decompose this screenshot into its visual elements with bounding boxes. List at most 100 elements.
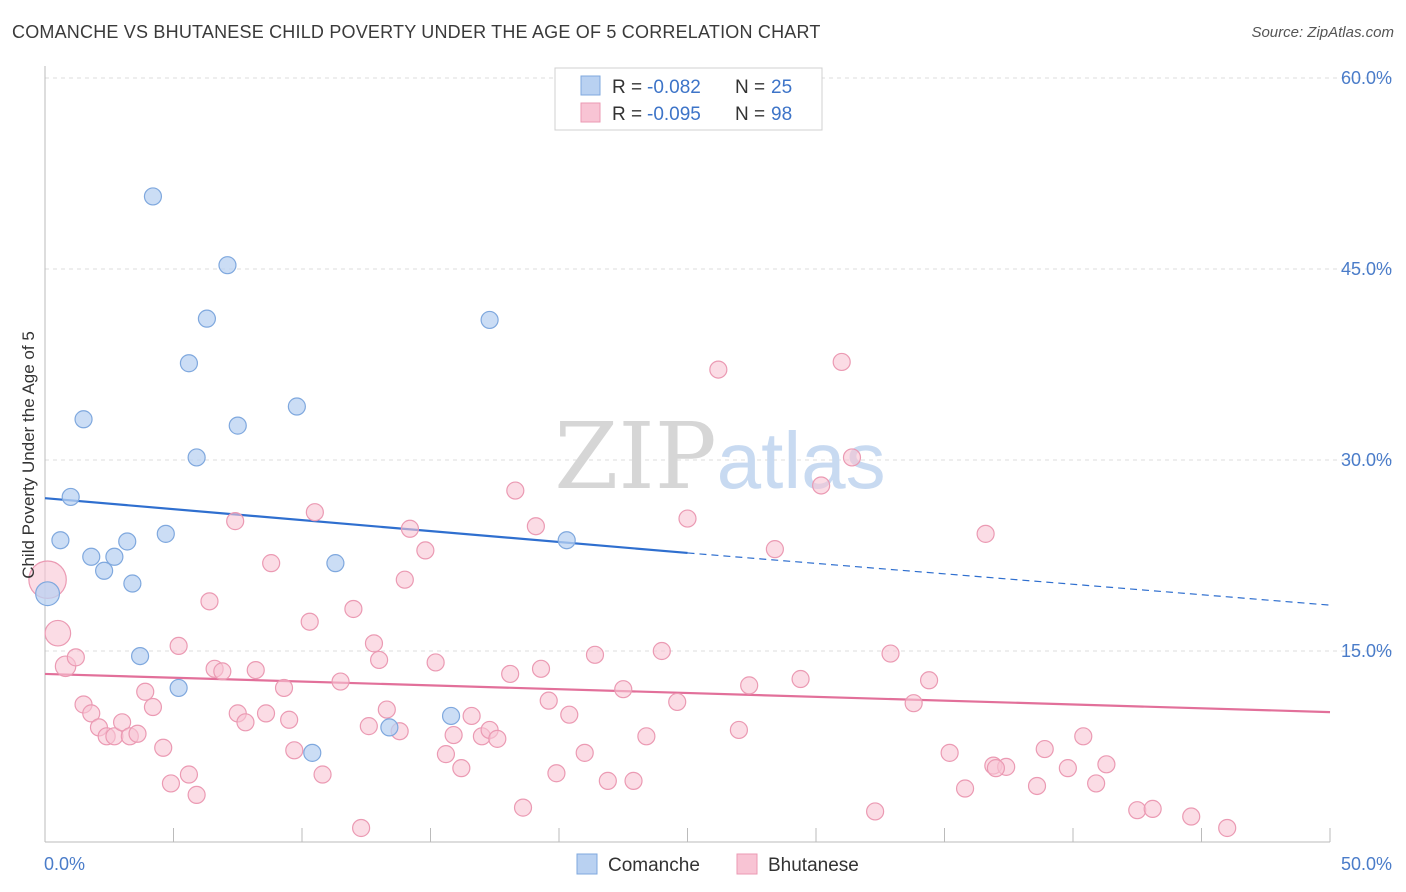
- bhutanese-point: [598, 771, 617, 790]
- bhutanese-point: [344, 599, 363, 619]
- bhutanese-point: [1035, 739, 1054, 759]
- comanche-point: [179, 354, 199, 373]
- bhutanese-point: [986, 759, 1006, 778]
- bhutanese-point: [426, 653, 445, 672]
- comanche-trend-line: [44, 497, 688, 555]
- comanche-point: [35, 581, 61, 607]
- bhutanese-point: [547, 764, 566, 783]
- comanche-point: [380, 718, 399, 737]
- comanche-point: [156, 524, 175, 543]
- comanche-point: [187, 448, 206, 467]
- bhutanese-point: [709, 360, 728, 379]
- legend-r-comanche: -0.082: [647, 77, 701, 98]
- bhutanese-point: [1087, 774, 1106, 793]
- grid: [45, 77, 1392, 652]
- bhutanese-point: [624, 771, 643, 790]
- y-tick-label: 45.0%: [1341, 259, 1392, 279]
- legend-n-label: N =: [735, 77, 765, 98]
- legend-r-label: R =: [612, 77, 642, 98]
- bhutanese-point: [506, 481, 525, 500]
- comanche-point: [218, 256, 237, 275]
- bhutanese-point: [1097, 755, 1116, 774]
- comanche-point: [287, 397, 306, 416]
- bhutanese-point: [452, 759, 471, 778]
- bhutanese-point: [112, 713, 132, 732]
- bhutanese-point: [161, 774, 181, 793]
- bhutanese-point: [585, 645, 605, 664]
- bhutanese-point: [1074, 727, 1093, 746]
- comanche-point: [123, 574, 142, 593]
- x-tick-label: 50.0%: [1341, 854, 1392, 874]
- comanche-trend-extension: [687, 552, 1331, 606]
- bhutanese-point: [143, 697, 163, 717]
- bhutanese-point: [531, 659, 551, 678]
- bhutanese-point: [128, 724, 147, 743]
- bhutanese-point: [765, 540, 784, 559]
- bottom-legend-comanche: Comanche: [608, 855, 700, 876]
- bhutanese-point: [377, 700, 396, 719]
- bhutanese-point: [940, 743, 959, 762]
- stats-legend: R = -0.082 N = 25 R = -0.095 N = 98: [554, 67, 823, 131]
- bhutanese-point: [395, 570, 414, 589]
- bhutanese-point: [274, 678, 294, 698]
- bhutanese-point: [1182, 807, 1201, 826]
- bhutanese-point: [832, 352, 851, 372]
- bhutanese-point: [154, 738, 173, 757]
- bhutanese-point: [740, 676, 759, 695]
- comanche-point: [197, 309, 217, 328]
- bottom-legend-swatch-bhutanese: [736, 853, 758, 875]
- bhutanese-point: [305, 503, 324, 522]
- legend-swatch-bhutanese: [580, 102, 601, 123]
- bhutanese-point: [370, 650, 389, 670]
- bhutanese-point: [82, 704, 101, 723]
- bhutanese-point: [280, 710, 299, 729]
- y-axis-label: Child Poverty Under the Age of 5: [19, 331, 38, 579]
- x-tick-label: 0.0%: [44, 854, 85, 874]
- bhutanese-point: [637, 727, 656, 746]
- axes: [44, 66, 1331, 843]
- bhutanese-point: [976, 524, 995, 543]
- bhutanese-point: [444, 725, 463, 745]
- bhutanese-point: [313, 765, 332, 784]
- source-label: Source: ZipAtlas.com: [1251, 24, 1394, 41]
- legend-n-label: N =: [735, 104, 765, 125]
- comanche-point: [441, 706, 461, 726]
- bhutanese-point: [513, 798, 533, 817]
- comanche-point: [95, 561, 114, 580]
- comanche-point: [557, 531, 576, 550]
- bhutanese-point: [881, 644, 900, 663]
- comanche-point: [130, 646, 150, 666]
- series-legend: Comanche Bhutanese: [576, 853, 859, 876]
- bhutanese-point: [364, 634, 384, 653]
- bottom-legend-swatch-comanche: [576, 853, 598, 875]
- bhutanese-point: [262, 554, 281, 573]
- bottom-legend-bhutanese: Bhutanese: [768, 855, 859, 876]
- bhutanese-point: [436, 745, 456, 764]
- comanche-point: [303, 743, 322, 762]
- chart-title: COMANCHE VS BHUTANESE CHILD POVERTY UNDE…: [12, 22, 821, 42]
- tick-labels: 15.0% 30.0% 45.0% 60.0% 0.0% 50.0%: [44, 68, 1392, 874]
- y-tick-label: 30.0%: [1341, 450, 1392, 470]
- bhutanese-point: [668, 692, 687, 712]
- bhutanese-point: [213, 662, 232, 681]
- y-tick-label: 15.0%: [1341, 641, 1392, 661]
- comanche-point: [480, 310, 499, 330]
- comanche-point: [61, 487, 80, 507]
- comanche-point: [74, 410, 93, 429]
- bhutanese-point: [791, 669, 810, 689]
- bhutanese-point: [1143, 799, 1162, 818]
- comanche-point: [82, 547, 101, 566]
- comanche-point: [118, 532, 137, 551]
- bhutanese-point: [44, 619, 72, 647]
- comanche-point: [105, 547, 124, 566]
- bhutanese-point: [1128, 801, 1147, 820]
- bhutanese-point: [904, 694, 923, 713]
- bhutanese-point: [866, 802, 885, 821]
- data-points: [28, 187, 1237, 838]
- bhutanese-trend-line: [44, 672, 1331, 714]
- bhutanese-point: [300, 612, 319, 631]
- bhutanese-point: [652, 641, 671, 661]
- bhutanese-point: [575, 743, 594, 762]
- bhutanese-point: [539, 691, 558, 710]
